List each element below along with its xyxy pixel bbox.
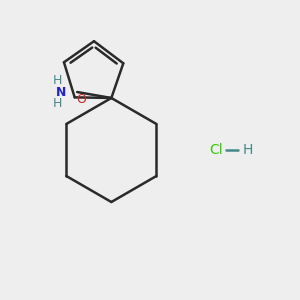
Text: H: H (53, 97, 62, 110)
Text: N: N (56, 85, 66, 98)
Text: H: H (53, 74, 62, 87)
Text: O: O (76, 93, 86, 106)
Text: H: H (242, 143, 253, 157)
Text: Cl: Cl (209, 143, 223, 157)
